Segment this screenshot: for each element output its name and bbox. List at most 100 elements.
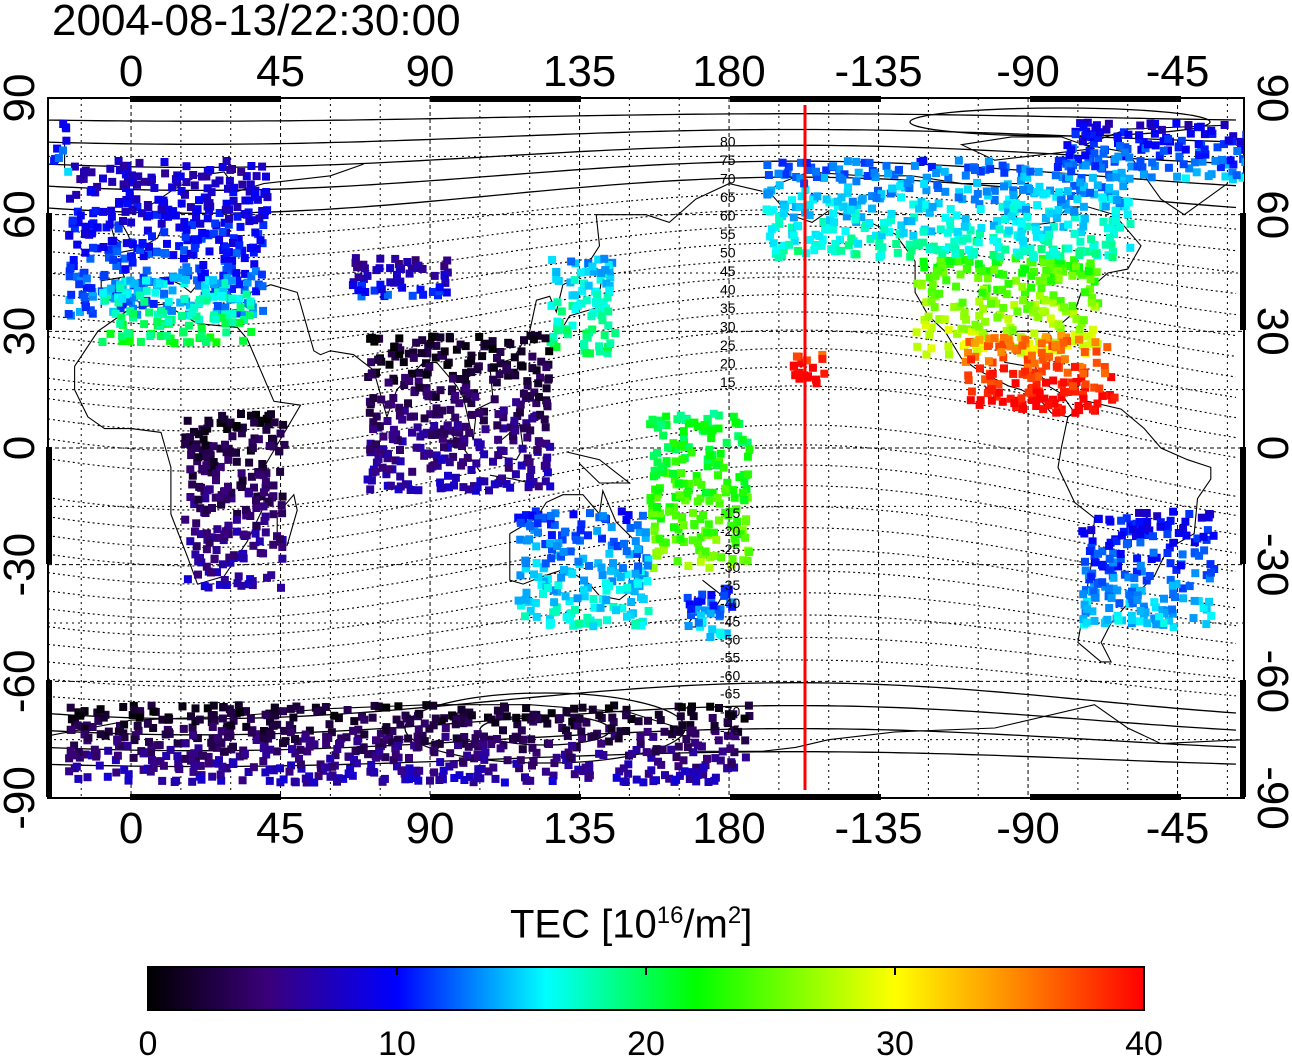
- tec-cell: [255, 470, 264, 479]
- tec-cell: [106, 284, 115, 293]
- left-lat-label: -60: [0, 650, 44, 714]
- tec-cell: [1084, 247, 1093, 256]
- tec-cell: [844, 241, 853, 250]
- tec-cell: [983, 274, 992, 283]
- contour-line: [48, 192, 1237, 237]
- tec-cell: [66, 264, 75, 272]
- tec-cell: [852, 250, 861, 259]
- tec-cell: [246, 714, 255, 723]
- tec-cell: [1087, 235, 1096, 244]
- tec-cell: [295, 754, 303, 763]
- tec-cell: [1160, 609, 1169, 618]
- tec-cell: [989, 236, 998, 245]
- tec-cell: [445, 458, 454, 467]
- tec-cell: [187, 451, 196, 460]
- tec-cell: [712, 461, 721, 470]
- top-lon-label: -135: [835, 47, 923, 96]
- tec-cell: [938, 250, 947, 259]
- tec-cell: [1145, 572, 1154, 580]
- tec-cell: [185, 338, 194, 347]
- tec-cell: [490, 395, 499, 404]
- tec-cell: [201, 441, 210, 450]
- tec-cell: [1080, 600, 1089, 609]
- tec-cell: [622, 570, 631, 579]
- tec-cell: [370, 337, 379, 346]
- tec-cell: [961, 171, 970, 180]
- tec-cell: [224, 455, 233, 464]
- tec-cell: [610, 701, 619, 710]
- tec-cell: [215, 209, 224, 217]
- tec-cell: [394, 260, 403, 268]
- tec-cell: [521, 595, 530, 604]
- tec-cell: [504, 371, 513, 380]
- tec-cell: [696, 557, 705, 566]
- tec-cell: [593, 291, 602, 300]
- tec-cell: [1105, 391, 1114, 399]
- tec-cell: [1206, 560, 1215, 569]
- tec-cell: [802, 158, 811, 167]
- tec-cell: [179, 328, 188, 337]
- tec-cell: [620, 539, 628, 548]
- tec-cell: [1143, 524, 1151, 533]
- tec-cell: [541, 559, 550, 568]
- tec-cell: [779, 246, 788, 255]
- tec-cell: [624, 769, 633, 778]
- tec-cell: [328, 762, 337, 771]
- tec-cell: [449, 374, 457, 383]
- tec-cell: [541, 714, 550, 723]
- tec-cell: [252, 287, 261, 296]
- tec-cell: [1099, 217, 1108, 226]
- contour-label: -25: [720, 541, 740, 557]
- tec-cell: [75, 280, 84, 289]
- tec-cell: [659, 545, 668, 554]
- tec-cell: [81, 229, 89, 238]
- tec-cell: [481, 748, 490, 757]
- tec-cell: [935, 289, 944, 298]
- tec-cell: [1142, 576, 1151, 585]
- tec-cell: [1075, 362, 1084, 371]
- tec-cell: [258, 460, 267, 468]
- tec-cell: [370, 701, 379, 710]
- tec-cell: [1093, 579, 1102, 588]
- tec-cell: [532, 542, 541, 551]
- tec-cell: [415, 737, 424, 746]
- tec-cell: [522, 559, 531, 568]
- tec-cell: [98, 288, 107, 297]
- tec-cell: [101, 296, 110, 305]
- tec-cell: [420, 414, 429, 423]
- tec-cell: [605, 286, 614, 295]
- tec-cell: [609, 559, 617, 568]
- tec-cell: [1023, 212, 1032, 221]
- tec-cell: [457, 714, 465, 723]
- tec-cell: [244, 580, 253, 589]
- tec-cell: [1119, 182, 1128, 191]
- tec-cell: [604, 737, 613, 746]
- tec-cell: [366, 485, 375, 494]
- tec-cell: [964, 376, 973, 385]
- tec-cell: [1105, 515, 1114, 524]
- tec-cell: [587, 312, 596, 321]
- tec-cell: [276, 535, 284, 544]
- tec-cell: [1125, 153, 1134, 162]
- tec-cell: [543, 719, 552, 728]
- tec-cell: [250, 418, 259, 427]
- tec-cell: [729, 486, 738, 495]
- tec-cell: [945, 350, 953, 359]
- tec-cell: [584, 281, 593, 290]
- tec-cell: [652, 470, 661, 479]
- tec-cell: [229, 234, 238, 243]
- tec-cell: [643, 561, 652, 570]
- tec-cell: [178, 702, 187, 711]
- tec-cell: [920, 263, 929, 272]
- tec-cell: [566, 753, 575, 762]
- tec-cell: [912, 238, 921, 247]
- tec-cell: [597, 311, 606, 320]
- tec-cell: [488, 735, 496, 744]
- tec-cell: [1037, 348, 1046, 357]
- tec-cell: [1056, 356, 1064, 365]
- tec-cell: [452, 345, 461, 354]
- tec-cell: [179, 254, 188, 263]
- tec-cell: [113, 247, 122, 256]
- tec-cell: [134, 726, 143, 735]
- tec-cell: [239, 530, 248, 539]
